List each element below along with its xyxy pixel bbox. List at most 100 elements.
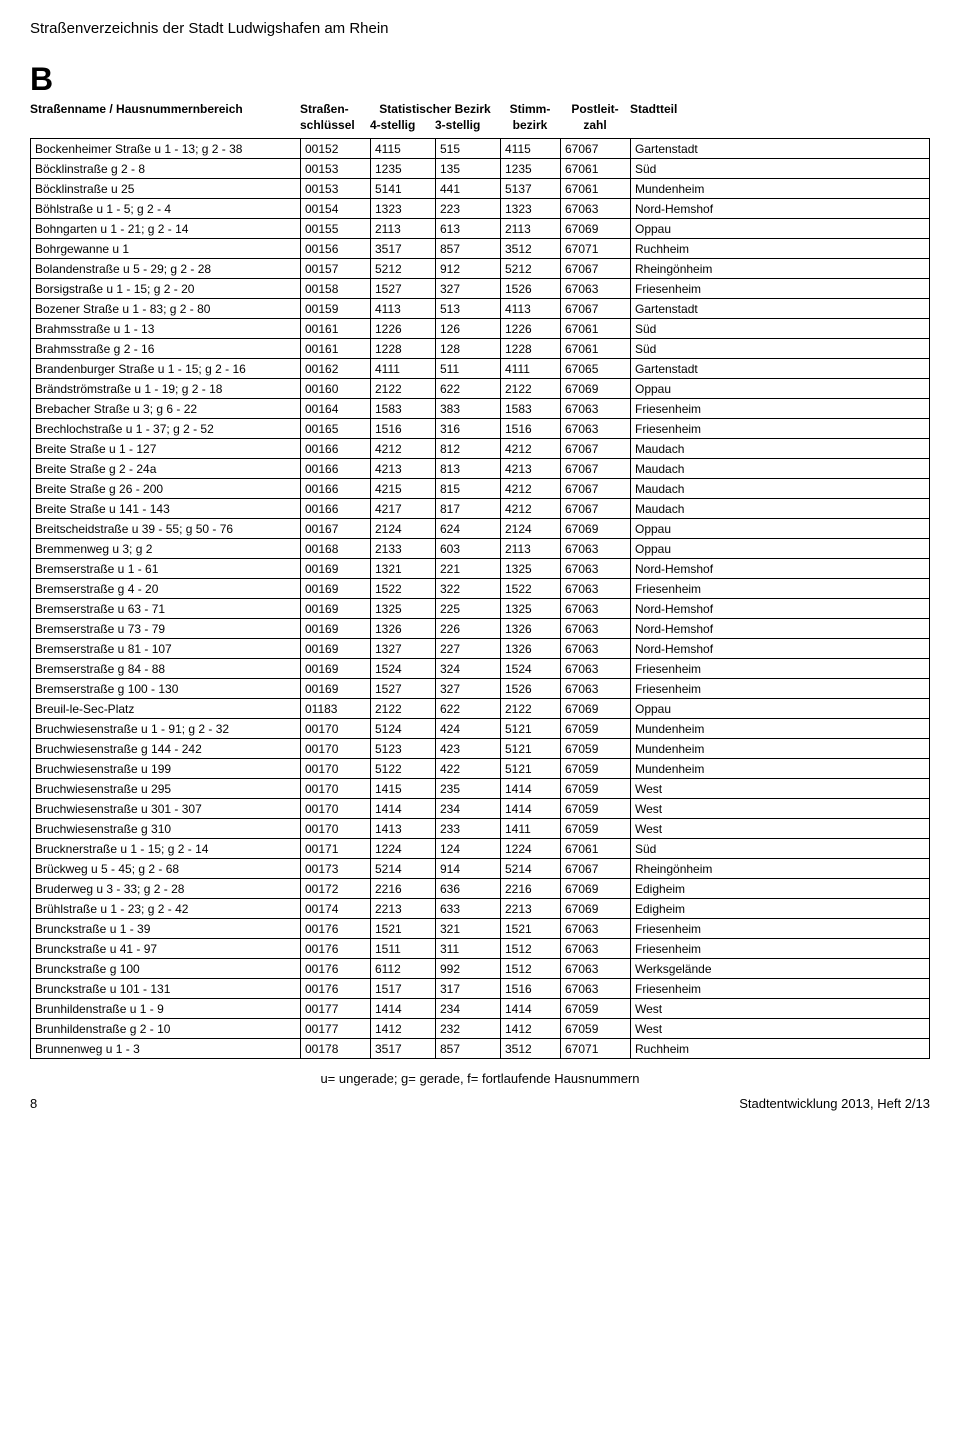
- table-cell: 324: [436, 659, 501, 679]
- table-row: Bohngarten u 1 - 21; g 2 - 1400155211361…: [31, 219, 930, 239]
- table-row: Brändströmstraße u 1 - 19; g 2 - 1800160…: [31, 379, 930, 399]
- table-cell: 5124: [371, 719, 436, 739]
- table-cell: 233: [436, 819, 501, 839]
- table-cell: 00169: [301, 599, 371, 619]
- table-cell: 1228: [501, 339, 561, 359]
- table-cell: 914: [436, 859, 501, 879]
- table-cell: 67063: [561, 559, 631, 579]
- table-cell: 67063: [561, 599, 631, 619]
- table-cell: 00152: [301, 139, 371, 159]
- table-cell: 4113: [371, 299, 436, 319]
- table-cell: Friesenheim: [631, 419, 930, 439]
- table-cell: Bremserstraße g 4 - 20: [31, 579, 301, 599]
- table-cell: 67063: [561, 579, 631, 599]
- table-cell: 00172: [301, 879, 371, 899]
- table-row: Bockenheimer Straße u 1 - 13; g 2 - 3800…: [31, 139, 930, 159]
- table-cell: Oppau: [631, 219, 930, 239]
- table-cell: Mundenheim: [631, 739, 930, 759]
- table-row: Bruchwiesenstraße g 31000170141323314116…: [31, 819, 930, 839]
- table-cell: Nord-Hemshof: [631, 619, 930, 639]
- table-cell: 4212: [501, 439, 561, 459]
- table-cell: 67063: [561, 399, 631, 419]
- table-cell: 1522: [371, 579, 436, 599]
- table-cell: 1527: [371, 279, 436, 299]
- table-cell: 67061: [561, 839, 631, 859]
- table-cell: 813: [436, 459, 501, 479]
- table-cell: Friesenheim: [631, 399, 930, 419]
- table-cell: Maudach: [631, 479, 930, 499]
- table-cell: 992: [436, 959, 501, 979]
- table-cell: 2113: [501, 219, 561, 239]
- footnote: u= ungerade; g= gerade, f= fortlaufende …: [30, 1071, 930, 1086]
- table-cell: 00169: [301, 679, 371, 699]
- table-cell: Friesenheim: [631, 939, 930, 959]
- table-row: Brunhildenstraße u 1 - 90017714142341414…: [31, 999, 930, 1019]
- header-key: Straßen-: [300, 102, 370, 116]
- table-cell: Brahmsstraße g 2 - 16: [31, 339, 301, 359]
- table-row: Bohrgewanne u 1001563517857351267071Ruch…: [31, 239, 930, 259]
- table-cell: 226: [436, 619, 501, 639]
- table-cell: Bolandenstraße u 5 - 29; g 2 - 28: [31, 259, 301, 279]
- table-cell: 67067: [561, 139, 631, 159]
- table-cell: Friesenheim: [631, 579, 930, 599]
- table-cell: 4217: [371, 499, 436, 519]
- table-cell: 1226: [501, 319, 561, 339]
- table-cell: 1524: [371, 659, 436, 679]
- table-row: Borsigstraße u 1 - 15; g 2 - 20001581527…: [31, 279, 930, 299]
- table-cell: 5123: [371, 739, 436, 759]
- table-header-row1: Straßenname / Hausnummernbereich Straßen…: [30, 102, 930, 116]
- table-cell: 67059: [561, 819, 631, 839]
- table-cell: 00176: [301, 959, 371, 979]
- table-cell: 00176: [301, 919, 371, 939]
- table-cell: 815: [436, 479, 501, 499]
- table-cell: Breite Straße g 2 - 24a: [31, 459, 301, 479]
- table-cell: 4212: [501, 479, 561, 499]
- table-cell: Brunckstraße u 101 - 131: [31, 979, 301, 999]
- table-cell: Brucknerstraße u 1 - 15; g 2 - 14: [31, 839, 301, 859]
- table-cell: 221: [436, 559, 501, 579]
- table-cell: 01183: [301, 699, 371, 719]
- table-cell: 67063: [561, 659, 631, 679]
- table-cell: 1326: [371, 619, 436, 639]
- table-cell: 1325: [501, 559, 561, 579]
- table-cell: 00157: [301, 259, 371, 279]
- table-cell: Bruchwiesenstraße g 310: [31, 819, 301, 839]
- table-cell: 327: [436, 279, 501, 299]
- table-cell: Friesenheim: [631, 919, 930, 939]
- table-cell: 67063: [561, 979, 631, 999]
- table-row: Breite Straße g 26 - 2000016642158154212…: [31, 479, 930, 499]
- table-cell: Oppau: [631, 519, 930, 539]
- table-cell: 4111: [371, 359, 436, 379]
- table-cell: 3517: [371, 239, 436, 259]
- table-cell: 67061: [561, 339, 631, 359]
- table-cell: 613: [436, 219, 501, 239]
- table-cell: 67061: [561, 179, 631, 199]
- table-cell: 135: [436, 159, 501, 179]
- table-cell: 1224: [371, 839, 436, 859]
- table-cell: 1524: [501, 659, 561, 679]
- table-cell: Bruchwiesenstraße u 301 - 307: [31, 799, 301, 819]
- table-cell: 00169: [301, 659, 371, 679]
- table-cell: 1583: [371, 399, 436, 419]
- table-cell: Bremserstraße u 1 - 61: [31, 559, 301, 579]
- header-plz: Postleit-: [560, 102, 630, 116]
- table-cell: West: [631, 779, 930, 799]
- table-cell: Maudach: [631, 459, 930, 479]
- table-cell: 67067: [561, 859, 631, 879]
- table-cell: Bohngarten u 1 - 21; g 2 - 14: [31, 219, 301, 239]
- table-cell: 1583: [501, 399, 561, 419]
- table-cell: 383: [436, 399, 501, 419]
- table-cell: 3512: [501, 1039, 561, 1059]
- table-row: Brebacher Straße u 3; g 6 - 220016415833…: [31, 399, 930, 419]
- table-cell: 67061: [561, 319, 631, 339]
- table-cell: 316: [436, 419, 501, 439]
- table-row: Breuil-le-Sec-Platz011832122622212267069…: [31, 699, 930, 719]
- table-cell: 67059: [561, 1019, 631, 1039]
- table-cell: 67059: [561, 799, 631, 819]
- table-cell: 67067: [561, 259, 631, 279]
- table-cell: 3512: [501, 239, 561, 259]
- table-cell: 234: [436, 999, 501, 1019]
- table-cell: 4215: [371, 479, 436, 499]
- table-cell: Bozener Straße u 1 - 83; g 2 - 80: [31, 299, 301, 319]
- table-cell: 235: [436, 779, 501, 799]
